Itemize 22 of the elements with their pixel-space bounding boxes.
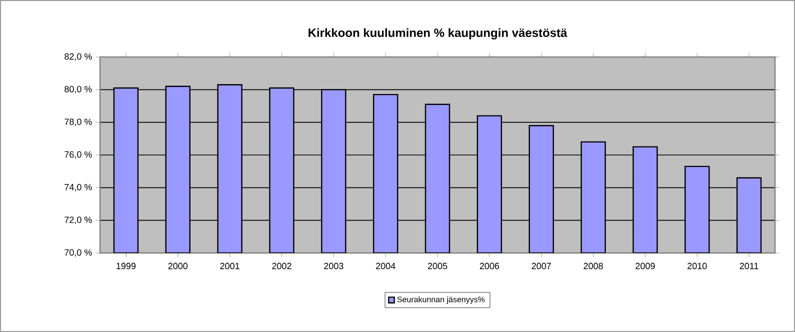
x-tick-label: 2004 — [376, 262, 396, 270]
x-tick-label: 2008 — [584, 262, 603, 270]
y-tick-label: 80,0 % — [64, 86, 92, 94]
legend-label: Seurakunnan jäsenyys% — [397, 296, 485, 304]
x-tick-label: 2009 — [636, 262, 655, 270]
x-tick-label: 2011 — [740, 262, 758, 270]
y-tick-label: 70,0 % — [64, 249, 92, 257]
y-tick-label: 76,0 % — [64, 151, 92, 159]
x-tick-label: 2010 — [688, 262, 707, 270]
y-tick-label: 82,0 % — [64, 53, 92, 61]
x-tick-label: 2006 — [480, 262, 500, 270]
x-tick-label: 2003 — [324, 262, 344, 270]
y-tick-label: 78,0 % — [64, 118, 92, 126]
x-tick-label: 1999 — [116, 262, 136, 270]
x-tick-label: 2002 — [272, 262, 292, 270]
y-tick-label: 72,0 % — [64, 216, 92, 224]
x-tick-label: 2007 — [532, 262, 551, 270]
x-tick-label: 2005 — [428, 262, 448, 270]
y-tick-label: 74,0 % — [64, 184, 92, 192]
chart-title: Kirkkoon kuuluminen % kaupungin väestöstä — [308, 28, 568, 40]
x-tick-label: 2001 — [220, 262, 240, 270]
x-tick-label: 2000 — [168, 262, 188, 270]
